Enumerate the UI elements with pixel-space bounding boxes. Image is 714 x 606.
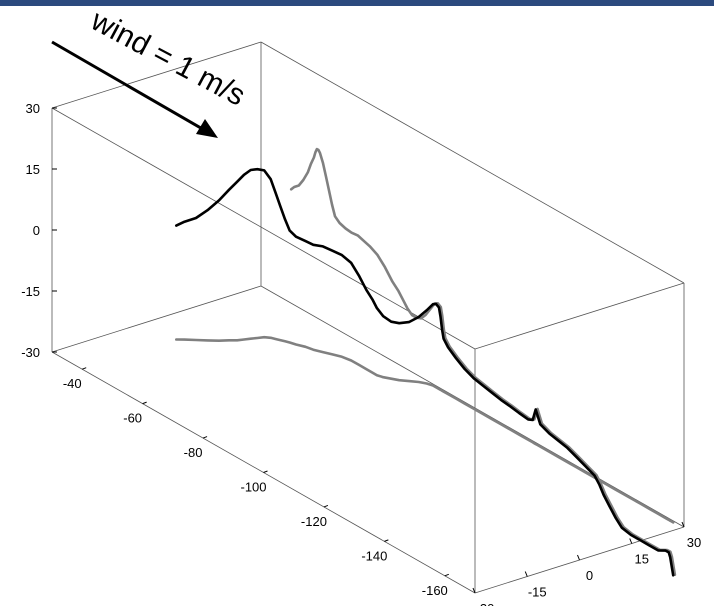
depth-tick-mark	[323, 504, 329, 508]
side-tick-mark	[472, 587, 476, 594]
z-tick-label: -15	[21, 284, 40, 299]
depth-tick-mark	[142, 401, 147, 405]
edge-left-bottom	[51, 285, 262, 353]
series-group	[175, 147, 677, 577]
depth-tick-mark	[384, 539, 389, 542]
side-tick-label: 15	[635, 552, 649, 567]
depth-tick-label: -120	[301, 514, 327, 529]
wind-arrow-line	[51, 40, 207, 133]
depth-tick-mark	[444, 573, 449, 577]
edge-right-top	[474, 282, 685, 350]
depth-tick-label: -60	[123, 411, 142, 426]
series-line-projection-floor	[175, 335, 675, 524]
wind-annotation: wind = 1 m/s	[51, 4, 251, 138]
edge-left-top	[51, 41, 262, 109]
z-tick-label: 30	[26, 101, 40, 116]
side-tick-mark	[629, 538, 633, 544]
depth-tick-mark	[82, 367, 87, 370]
depth-tick-label: -100	[240, 480, 266, 495]
side-tick-mark	[524, 571, 528, 577]
top-accent-bar	[0, 0, 714, 6]
side-tick-label: 0	[586, 568, 593, 583]
wind-label: wind = 1 m/s	[85, 4, 251, 113]
depth-tick-label: -160	[422, 583, 448, 598]
edge-back-top	[260, 41, 685, 284]
bounding-box	[51, 41, 685, 594]
depth-tick-mark	[263, 470, 268, 473]
side-tick-mark	[577, 554, 580, 561]
z-tick-label: -30	[21, 345, 40, 360]
edge-front-top	[51, 107, 476, 350]
axis-ticks: 30 15 0 -15 -30 -40 -60 -80 -100 -120 -140 -160 -30 -…	[21, 101, 701, 606]
side-tick-mark	[681, 521, 685, 528]
z-tick-label: 15	[26, 162, 40, 177]
series-line-trajectory	[175, 167, 675, 577]
wind-arrow-head	[196, 119, 218, 138]
z-tick-label: 0	[33, 223, 40, 238]
depth-tick-label: -40	[63, 376, 82, 391]
depth-tick-label: -80	[184, 445, 203, 460]
side-tick-label: -15	[528, 585, 547, 600]
depth-tick-mark	[202, 436, 208, 439]
edge-back-bottom	[260, 285, 685, 528]
depth-tick-label: -140	[361, 548, 387, 563]
side-tick-label: -30	[476, 601, 495, 606]
series-line-projection-back-wall	[289, 147, 677, 576]
side-tick-label: 30	[687, 535, 701, 550]
